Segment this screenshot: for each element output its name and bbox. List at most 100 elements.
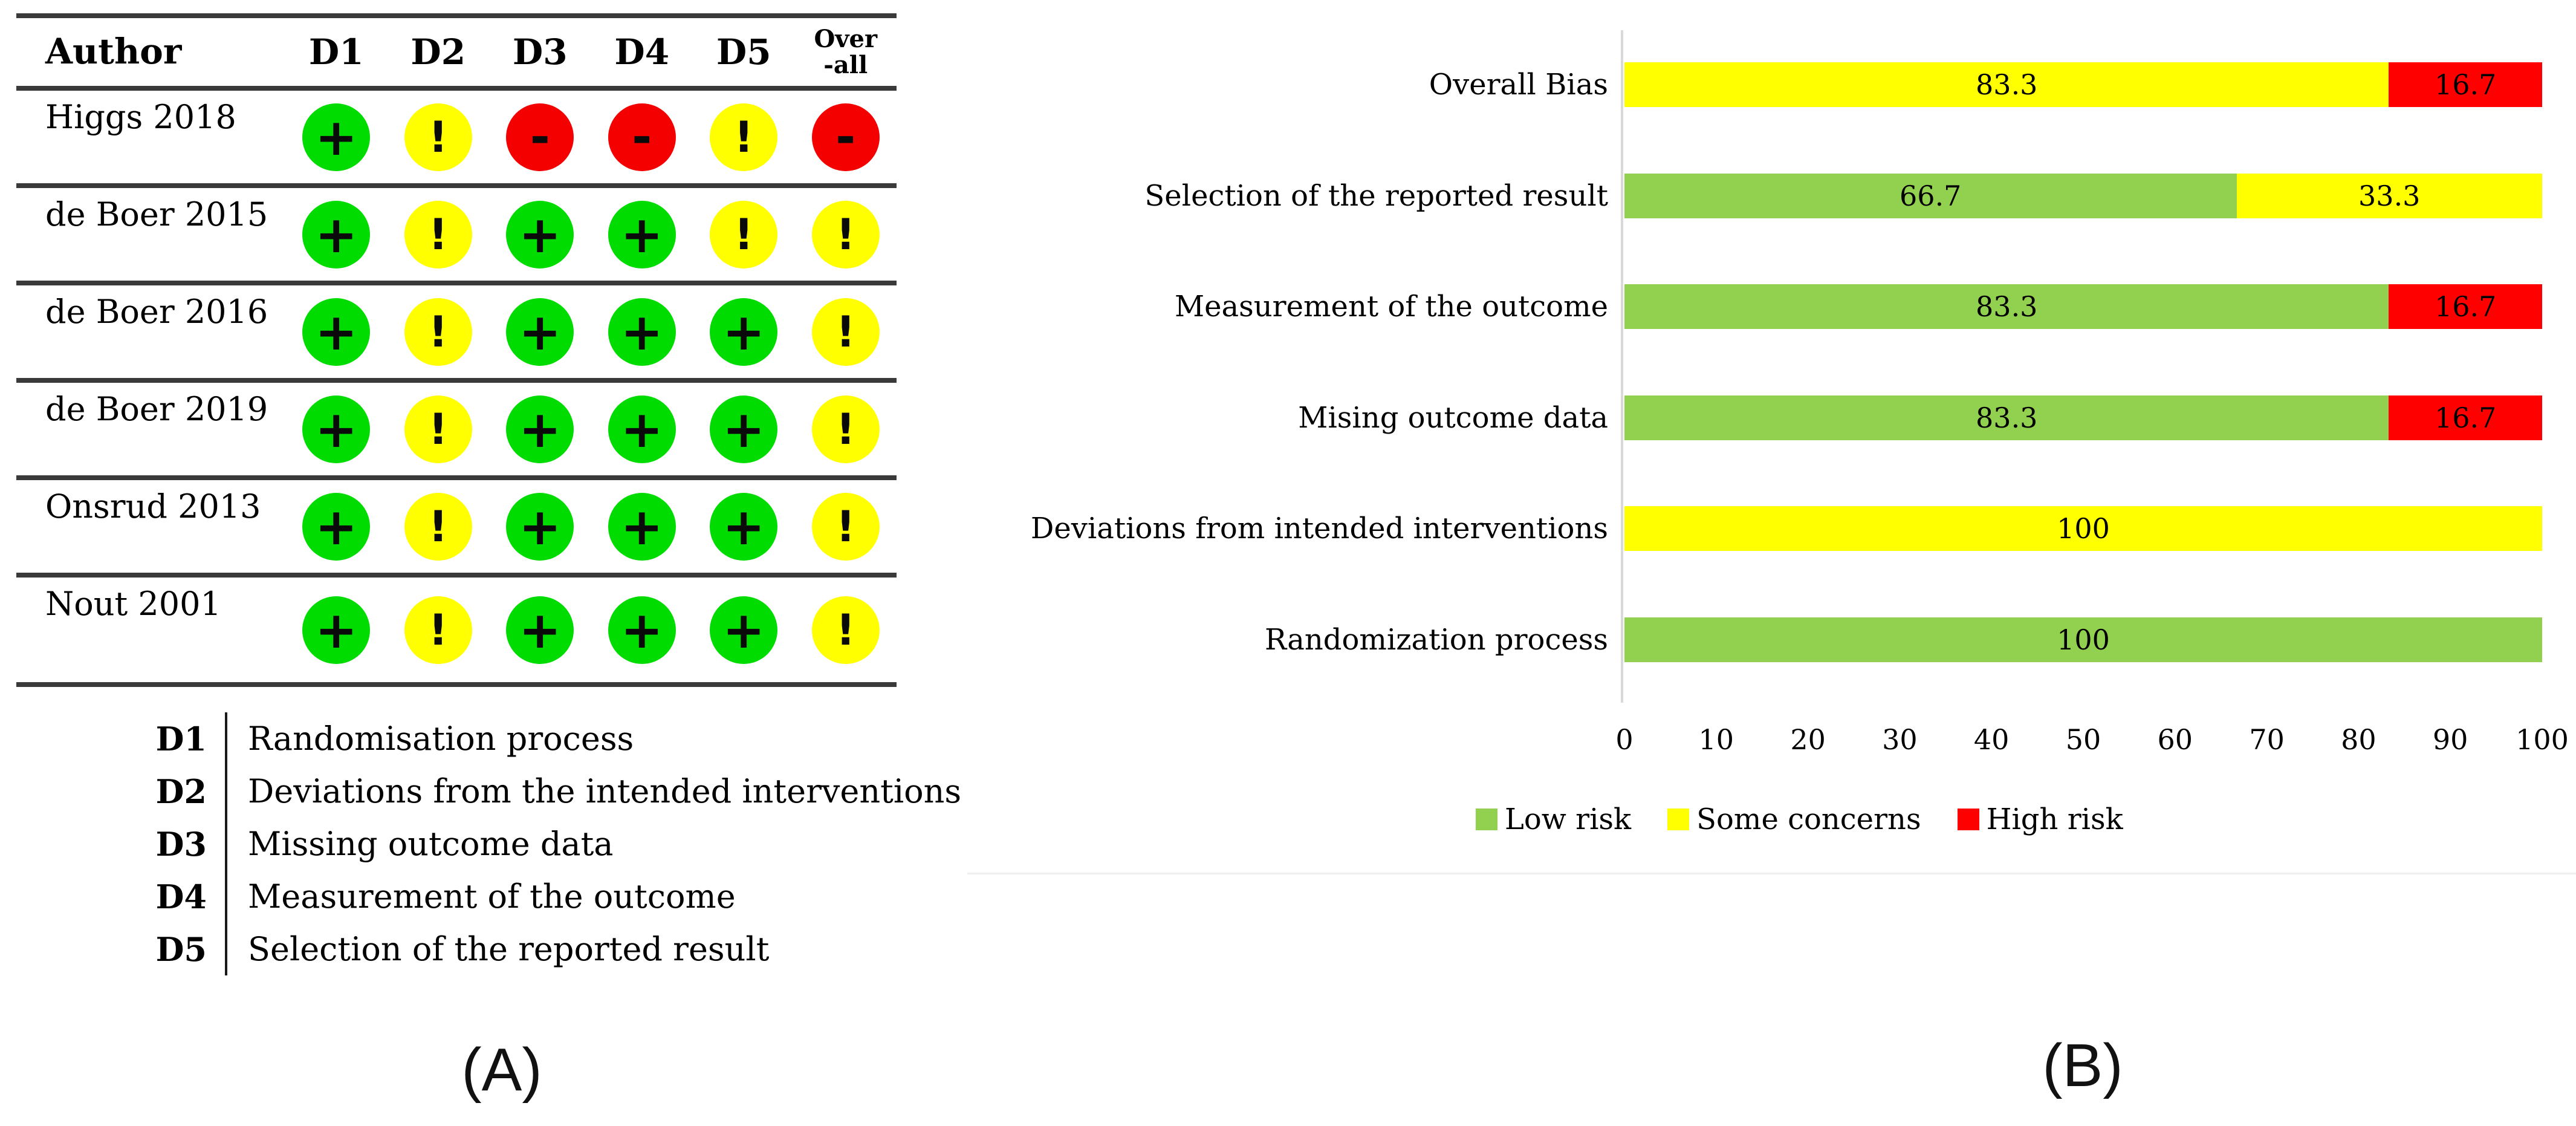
rating-symbol: + xyxy=(620,204,663,264)
domain-key: D3 xyxy=(155,824,207,864)
column-header-d1: D1 xyxy=(308,31,364,73)
domain-legend-row: D2 Deviations from the intended intervent… xyxy=(140,765,961,818)
category-label: Mising outcome data xyxy=(1298,400,1608,435)
rating-circle-some: ! xyxy=(811,200,880,268)
rating-circle-some: ! xyxy=(710,103,778,171)
rating-cell: - xyxy=(795,91,897,183)
domain-description: Measurement of the outcome xyxy=(225,870,736,923)
column-header-d5: D5 xyxy=(716,31,771,73)
legend-label: High risk xyxy=(1986,802,2123,836)
rating-symbol: ! xyxy=(428,605,448,655)
bar-segment-low-risk: 66.7 xyxy=(1624,173,2237,218)
bar-value-label: 100 xyxy=(2057,512,2110,545)
rating-cell: + xyxy=(693,383,795,475)
rating-cell: - xyxy=(591,91,693,183)
rating-symbol: + xyxy=(519,600,562,660)
rating-symbol: + xyxy=(315,302,358,362)
rating-symbol: ! xyxy=(835,404,855,454)
rating-symbol: + xyxy=(722,302,765,362)
domain-legend-row: D5 Selection of the reported result xyxy=(140,923,961,975)
chart-bottom-border xyxy=(967,873,2576,874)
bar-value-label: 16.7 xyxy=(2435,401,2497,434)
bar-value-label: 83.3 xyxy=(1976,401,2038,434)
x-tick-label: 90 xyxy=(2432,723,2468,756)
rating-circle-low: + xyxy=(710,395,778,463)
rating-cell: + xyxy=(285,91,388,183)
rating-symbol: + xyxy=(315,600,358,660)
x-tick-label: 0 xyxy=(1615,723,1634,756)
x-tick-label: 70 xyxy=(2249,723,2285,756)
rating-cell: + xyxy=(693,480,795,573)
rating-circle-some: ! xyxy=(811,596,880,664)
rating-symbol: + xyxy=(519,496,562,556)
bar-segment-some-concerns: 33.3 xyxy=(2236,173,2542,218)
rating-cell: + xyxy=(591,480,693,573)
bar-segment-low-risk: 83.3 xyxy=(1624,395,2389,440)
domain-description: Missing outcome data xyxy=(225,818,614,870)
rating-circle-some: ! xyxy=(404,492,472,561)
rating-circle-some: ! xyxy=(404,103,472,171)
category-label: Deviations from intended interventions xyxy=(1030,512,1608,546)
bar-row: 100 xyxy=(1624,506,2542,552)
bar-value-label: 100 xyxy=(2057,623,2110,656)
rating-circle-some: ! xyxy=(404,200,472,268)
rating-cell: + xyxy=(285,383,388,475)
rating-cell: + xyxy=(285,578,388,682)
legend-item-low-risk: Low risk xyxy=(1476,802,1631,836)
domain-description: Selection of the reported result xyxy=(225,923,769,975)
rating-symbol: + xyxy=(620,302,663,362)
legend-item-high-risk: High risk xyxy=(1957,802,2123,836)
table-row: Nout 2001 +! + + +! xyxy=(16,578,897,687)
rating-symbol: + xyxy=(722,399,765,459)
rating-cell: ! xyxy=(795,480,897,573)
category-label: Measurement of the outcome xyxy=(1174,290,1608,324)
bar-value-label: 83.3 xyxy=(1976,290,2038,324)
rating-circle-low: + xyxy=(608,492,676,561)
bar-row: 100 xyxy=(1624,617,2542,662)
rating-circle-low: + xyxy=(506,492,574,561)
domain-legend-row: D4 Measurement of the outcome xyxy=(140,870,961,923)
domain-key: D4 xyxy=(155,877,207,916)
author-label: de Boer 2019 xyxy=(45,390,268,428)
rating-symbol: ! xyxy=(734,209,754,259)
rating-symbol: + xyxy=(519,302,562,362)
domain-legend-row: D1 Randomisation process xyxy=(140,712,961,765)
column-header-d4: D4 xyxy=(614,31,670,73)
bar-row: 83.3 16.7 xyxy=(1624,395,2542,440)
rating-circle-low: + xyxy=(302,103,371,171)
rating-cell: + xyxy=(285,480,388,573)
rating-circle-low: + xyxy=(608,200,676,268)
rating-symbol: + xyxy=(315,107,358,167)
rating-cell: + xyxy=(285,188,388,281)
domain-legend-row: D3 Missing outcome data xyxy=(140,818,961,870)
panel-a-label: (A) xyxy=(461,1036,542,1104)
rating-circle-low: + xyxy=(302,492,371,561)
bar-value-label: 16.7 xyxy=(2435,68,2497,101)
legend-swatch-some-concerns xyxy=(1667,809,1690,830)
table-row: de Boer 2019 +! + + +! xyxy=(16,383,897,480)
rating-symbol: - xyxy=(835,108,856,165)
rating-cell: + xyxy=(285,285,388,378)
rating-symbol: ! xyxy=(428,307,448,357)
rating-circle-some: ! xyxy=(811,298,880,366)
rating-circle-low: + xyxy=(506,200,574,268)
author-label: de Boer 2016 xyxy=(45,293,268,331)
rob-traffic-light-table: Author D1 D2 D3 D4 D5 Over -all Higgs 20… xyxy=(16,13,897,687)
bar-row: 83.3 16.7 xyxy=(1624,62,2542,107)
rating-symbol: + xyxy=(722,600,765,660)
bar-segment-some-concerns: 100 xyxy=(1624,506,2542,552)
domain-key: D1 xyxy=(155,719,207,758)
bar-segment-high-risk: 16.7 xyxy=(2389,395,2542,440)
rating-circle-some: ! xyxy=(811,395,880,463)
domain-description: Randomisation process xyxy=(225,712,634,765)
bar-value-label: 16.7 xyxy=(2435,290,2497,324)
bar-value-label: 83.3 xyxy=(1976,68,2038,101)
domain-key: D2 xyxy=(155,772,207,811)
rating-symbol: + xyxy=(722,496,765,556)
x-tick-label: 50 xyxy=(2065,723,2101,756)
rating-cell: ! xyxy=(388,480,490,573)
rating-cell: ! xyxy=(388,285,490,378)
table-row: de Boer 2015 +! + +!! xyxy=(16,188,897,285)
rating-symbol: ! xyxy=(734,112,754,162)
